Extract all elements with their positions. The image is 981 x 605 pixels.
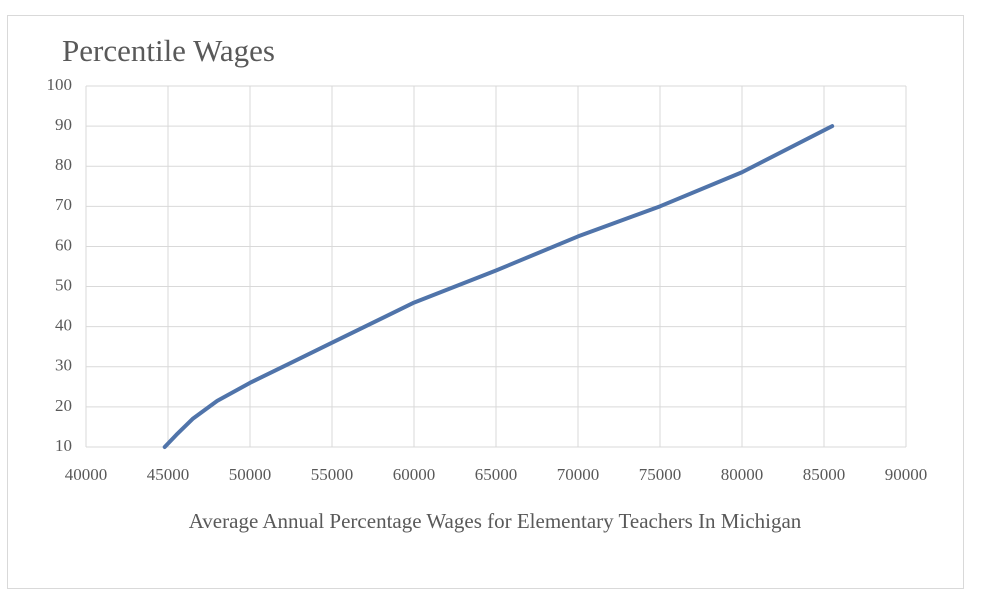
x-tick-label: 65000 [475, 465, 518, 484]
y-tick-label: 70 [55, 195, 72, 214]
x-tick-label: 70000 [557, 465, 600, 484]
y-tick-label: 90 [55, 115, 72, 134]
x-tick-label: 50000 [229, 465, 272, 484]
data-line [162, 124, 835, 449]
y-tick-label: 10 [55, 436, 72, 455]
x-tick-label: 80000 [721, 465, 764, 484]
x-tick-label: 55000 [311, 465, 354, 484]
x-axis-label: Average Annual Percentage Wages for Elem… [188, 509, 802, 533]
y-tick-label: 40 [55, 316, 72, 335]
x-tick-label: 90000 [885, 465, 928, 484]
chart-frame [7, 15, 964, 589]
y-tick-label: 80 [55, 155, 72, 174]
x-tick-label: 85000 [803, 465, 846, 484]
x-tick-label: 60000 [393, 465, 436, 484]
y-tick-label: 50 [55, 275, 72, 294]
chart-title: Percentile Wages [62, 33, 275, 68]
x-tick-label: 40000 [65, 465, 108, 484]
y-tick-label: 30 [55, 356, 72, 375]
x-tick-label: 75000 [639, 465, 682, 484]
x-tick-label: 45000 [147, 465, 190, 484]
y-tick-label: 100 [47, 75, 73, 94]
y-tick-label: 20 [55, 396, 72, 415]
y-tick-label: 60 [55, 235, 72, 254]
